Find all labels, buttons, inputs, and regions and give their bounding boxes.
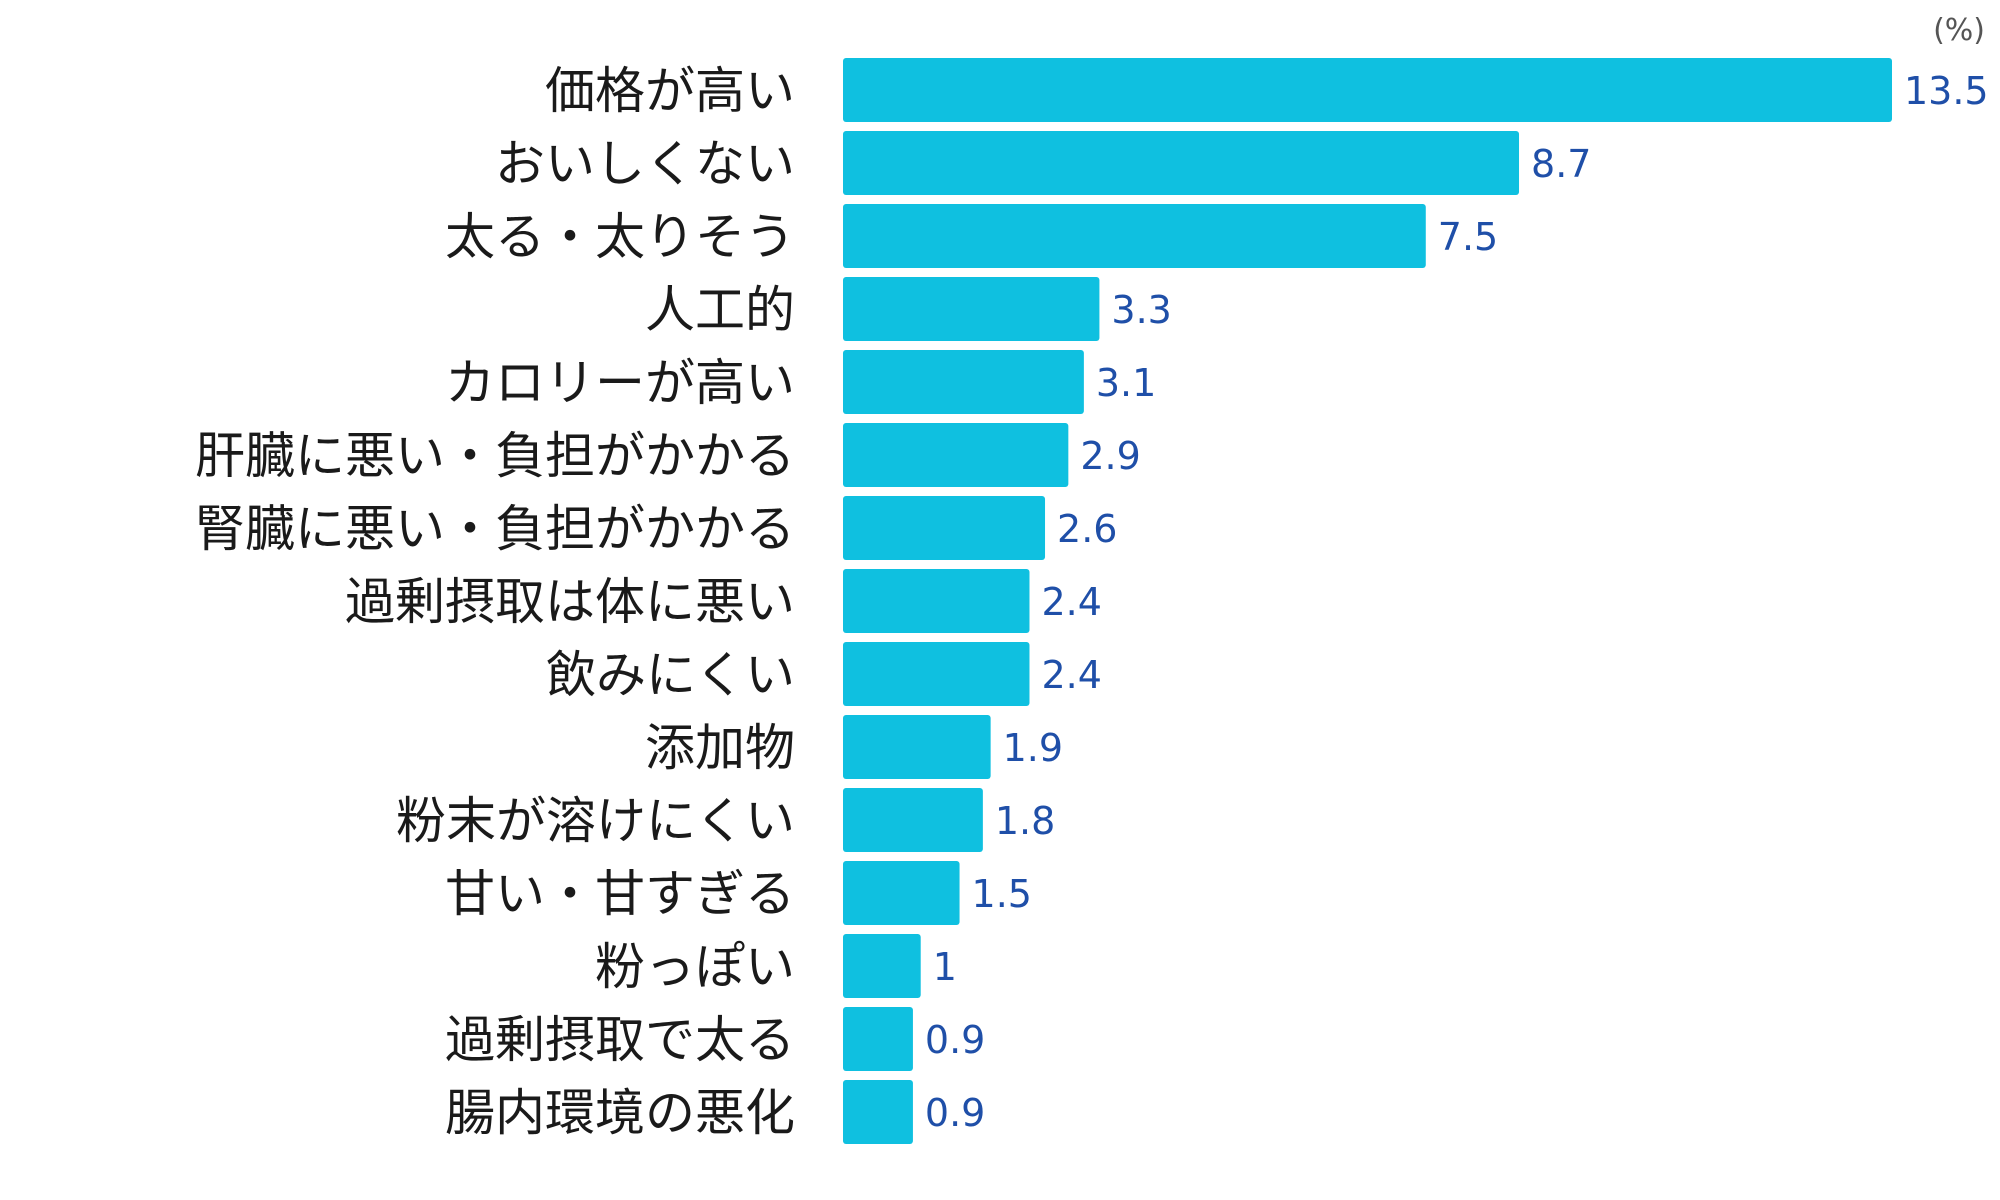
bar bbox=[843, 350, 1084, 414]
bar bbox=[843, 496, 1046, 560]
bar bbox=[843, 934, 921, 998]
category-label: 甘い・甘すぎる bbox=[445, 865, 795, 923]
value-labels: 13.5 8.7 7.5 3.3 3.1 2.9 2.6 2.4 2.4 1.9 1.8 1.5 1 0.… bbox=[925, 69, 1989, 1135]
bar bbox=[843, 277, 1100, 341]
bar bbox=[843, 861, 960, 925]
category-label: 太る・太りそう bbox=[445, 208, 795, 266]
category-label: 腎臓に悪い・負担がかかる bbox=[195, 500, 795, 558]
category-label: 人工的 bbox=[645, 281, 795, 339]
value-label: 1.9 bbox=[1003, 726, 1063, 770]
value-label: 1.8 bbox=[995, 799, 1055, 843]
category-label: カロリーが高い bbox=[445, 354, 795, 412]
value-label: 3.1 bbox=[1096, 361, 1156, 405]
bar bbox=[843, 788, 983, 852]
value-label: 1 bbox=[933, 945, 957, 989]
value-label: 7.5 bbox=[1438, 215, 1498, 259]
bar bbox=[843, 58, 1892, 122]
value-label: 2.4 bbox=[1041, 653, 1101, 697]
value-label: 3.3 bbox=[1111, 288, 1171, 332]
bar bbox=[843, 715, 991, 779]
value-label: 0.9 bbox=[925, 1018, 985, 1062]
unit-label: (%) bbox=[1933, 13, 1985, 48]
bar bbox=[843, 204, 1426, 268]
category-label: 肝臓に悪い・負担がかかる bbox=[195, 427, 795, 485]
category-label: 価格が高い bbox=[545, 62, 795, 120]
category-label: 過剰摂取は体に悪い bbox=[345, 573, 795, 631]
category-label: 粉っぽい bbox=[595, 938, 795, 996]
value-label: 2.6 bbox=[1057, 507, 1117, 551]
value-label: 1.5 bbox=[972, 872, 1032, 916]
bars bbox=[843, 58, 1892, 1144]
value-label: 2.9 bbox=[1080, 434, 1140, 478]
bar bbox=[843, 1080, 913, 1144]
category-labels: 価格が高いおいしくない太る・太りそう人工的カロリーが高い肝臓に悪い・負担がかかる… bbox=[195, 62, 795, 1142]
category-label: 添加物 bbox=[645, 719, 795, 777]
bar bbox=[843, 642, 1030, 706]
category-label: 腸内環境の悪化 bbox=[445, 1084, 795, 1142]
category-label: おいしくない bbox=[495, 135, 795, 193]
bar bbox=[843, 131, 1520, 195]
category-label: 粉末が溶けにくい bbox=[396, 792, 795, 850]
bar bbox=[843, 1007, 913, 1071]
value-label: 13.5 bbox=[1904, 69, 1989, 113]
value-label: 0.9 bbox=[925, 1091, 985, 1135]
category-label: 飲みにくい bbox=[546, 646, 795, 704]
value-label: 2.4 bbox=[1041, 580, 1101, 624]
bar bbox=[843, 569, 1030, 633]
bar bbox=[843, 423, 1069, 487]
category-label: 過剰摂取で太る bbox=[445, 1011, 795, 1069]
value-label: 8.7 bbox=[1531, 142, 1591, 186]
